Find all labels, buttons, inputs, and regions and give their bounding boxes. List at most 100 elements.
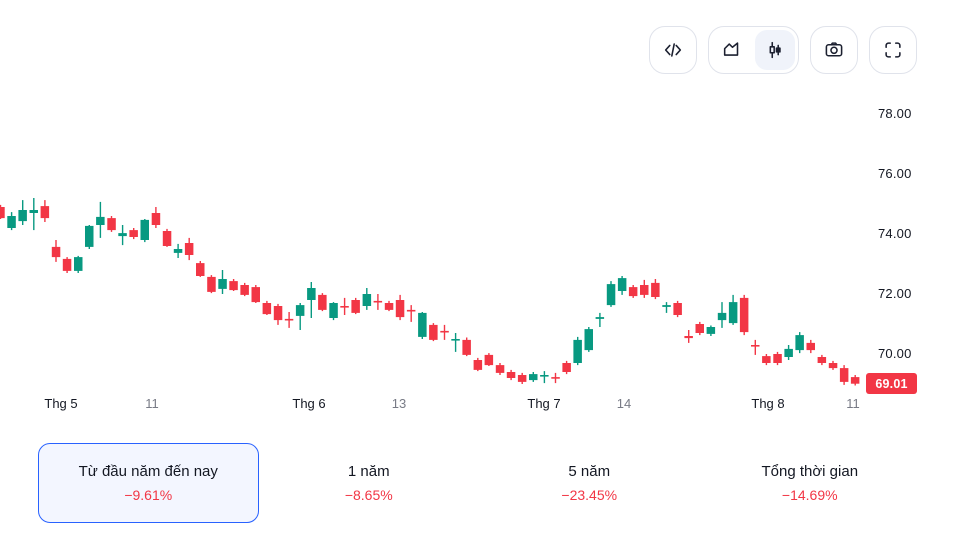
candle	[573, 339, 582, 363]
period-1y[interactable]: 1 năm −8.65%	[259, 443, 480, 523]
candle	[96, 216, 105, 225]
candle	[640, 285, 649, 295]
candle	[628, 287, 638, 297]
candle	[473, 360, 483, 370]
candle	[140, 219, 149, 240]
candle	[795, 335, 804, 351]
period-label: 1 năm	[347, 463, 390, 480]
candle	[762, 356, 771, 363]
embed-code-button[interactable]	[649, 26, 697, 74]
candlestick-icon	[769, 41, 781, 59]
snapshot-button[interactable]	[810, 26, 858, 74]
candle	[7, 216, 16, 228]
camera-icon	[825, 42, 843, 57]
chart-area: 78.00 76.00 74.00 72.00 70.00 Thg 5 11 Thg 6 13…	[0, 0, 953, 430]
candle	[584, 329, 593, 351]
candle	[395, 300, 405, 318]
candle	[229, 281, 238, 291]
period-change: −8.65%	[344, 487, 393, 503]
candle	[739, 297, 749, 333]
candle	[340, 306, 349, 308]
fullscreen-button[interactable]	[869, 26, 917, 74]
candle	[118, 233, 127, 237]
candle	[295, 305, 305, 316]
candle	[440, 330, 449, 333]
candle	[506, 372, 516, 378]
candle	[362, 294, 372, 306]
candle	[51, 246, 61, 258]
candle	[251, 287, 260, 303]
period-label: Tổng thời gian	[761, 463, 859, 480]
candle	[850, 377, 860, 384]
candle	[551, 377, 560, 379]
candle	[207, 276, 216, 292]
candle	[562, 363, 571, 372]
candle	[262, 303, 272, 315]
fullscreen-icon	[885, 42, 901, 58]
candle	[184, 243, 194, 255]
chart-toolbar	[649, 26, 917, 74]
candle	[318, 294, 327, 310]
candle	[684, 336, 693, 339]
candle	[517, 375, 527, 382]
candle	[151, 213, 161, 225]
candle	[462, 339, 471, 355]
area-chart-icon	[723, 42, 739, 56]
period-change: −23.45%	[561, 487, 618, 503]
candle	[751, 345, 760, 347]
candle	[162, 231, 172, 246]
candle	[129, 230, 138, 237]
candle	[284, 318, 294, 321]
period-label: 5 năm	[568, 463, 611, 480]
candle	[240, 285, 249, 295]
candle	[784, 348, 793, 357]
period-ytd[interactable]: Từ đầu năm đến nay −9.61%	[38, 443, 259, 523]
period-all[interactable]: Tổng thời gian −14.69%	[700, 443, 921, 523]
candles-style-button[interactable]	[755, 30, 795, 70]
candle	[728, 302, 738, 324]
candle	[806, 342, 815, 351]
candle	[773, 354, 782, 363]
candle	[74, 257, 83, 271]
candle	[418, 312, 427, 337]
candle	[495, 365, 505, 373]
x-axis: Thg 5 11 Thg 6 13 Thg 7 14 Thg 8 11	[0, 396, 953, 414]
candle	[717, 312, 727, 321]
candle	[606, 284, 616, 306]
candle	[29, 210, 38, 213]
x-axis-label: Thg 8	[751, 396, 785, 411]
area-style-button[interactable]	[712, 30, 752, 70]
candle	[540, 375, 549, 377]
candle	[595, 317, 605, 319]
candle	[273, 306, 283, 321]
x-axis-label: 11	[145, 396, 159, 411]
last-price-badge: 69.01	[866, 373, 917, 394]
candle	[373, 300, 383, 303]
x-axis-label: 14	[616, 396, 632, 411]
candle	[107, 218, 116, 231]
candle	[529, 374, 538, 381]
candle	[85, 225, 94, 247]
x-axis-label: Thg 5	[44, 396, 78, 411]
candlestick-chart[interactable]	[0, 0, 953, 430]
code-icon	[664, 43, 682, 57]
candle	[62, 258, 72, 271]
candle	[18, 210, 27, 222]
candle	[0, 207, 5, 219]
x-axis-label: 11	[846, 396, 860, 411]
period-label: Từ đầu năm đến nay	[78, 463, 218, 480]
candle	[384, 303, 394, 310]
x-axis-label: Thg 6	[292, 396, 326, 411]
candle	[173, 249, 183, 253]
candle	[828, 363, 838, 369]
candle	[673, 303, 682, 315]
x-axis-label: Thg 7	[527, 396, 561, 411]
candle	[307, 288, 316, 300]
candle	[451, 339, 460, 341]
candle	[651, 282, 660, 297]
period-5y[interactable]: 5 năm −23.45%	[479, 443, 700, 523]
candle	[351, 300, 360, 313]
period-change: −9.61%	[124, 487, 173, 503]
candle	[695, 324, 704, 333]
candle	[839, 368, 849, 382]
